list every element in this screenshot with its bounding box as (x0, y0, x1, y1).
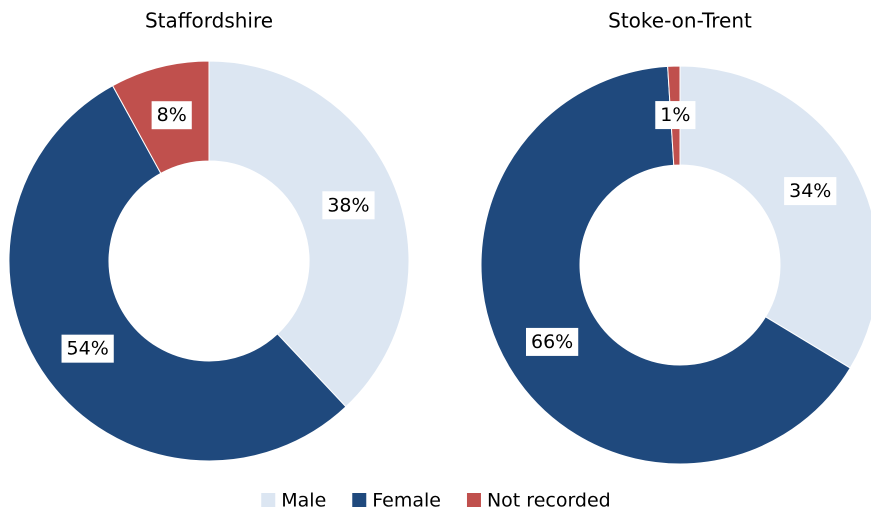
value-label-box (655, 101, 696, 130)
value-label: 34% (789, 180, 831, 202)
legend-swatch (352, 493, 367, 507)
value-label-box (784, 177, 837, 206)
donut-segment (8, 85, 347, 462)
value-label-box (322, 191, 375, 220)
legend-label: Not recorded (487, 490, 611, 512)
legend-label: Male (281, 490, 326, 512)
legend-swatch (466, 493, 481, 507)
chart-title: Stoke-on-Trent (608, 9, 752, 33)
value-label: 54% (67, 338, 109, 360)
value-label: 1% (660, 104, 690, 126)
value-label-box (525, 327, 579, 356)
plots: 38% 54% 8% 34% 66% 1% (8, 60, 871, 465)
donut-segment (480, 65, 851, 465)
value-label-box (61, 334, 114, 363)
legend: Male Female Not recorded (261, 490, 611, 512)
value-label: 8% (157, 104, 187, 126)
donut-segment (679, 65, 871, 369)
value-label: 66% (531, 331, 573, 353)
value-label: 38% (327, 194, 369, 216)
donut-segment (208, 60, 410, 408)
chart-title: Staffordshire (145, 9, 273, 33)
legend-label: Female (372, 490, 441, 512)
legend-swatch (261, 493, 276, 507)
value-label-box (151, 101, 192, 130)
